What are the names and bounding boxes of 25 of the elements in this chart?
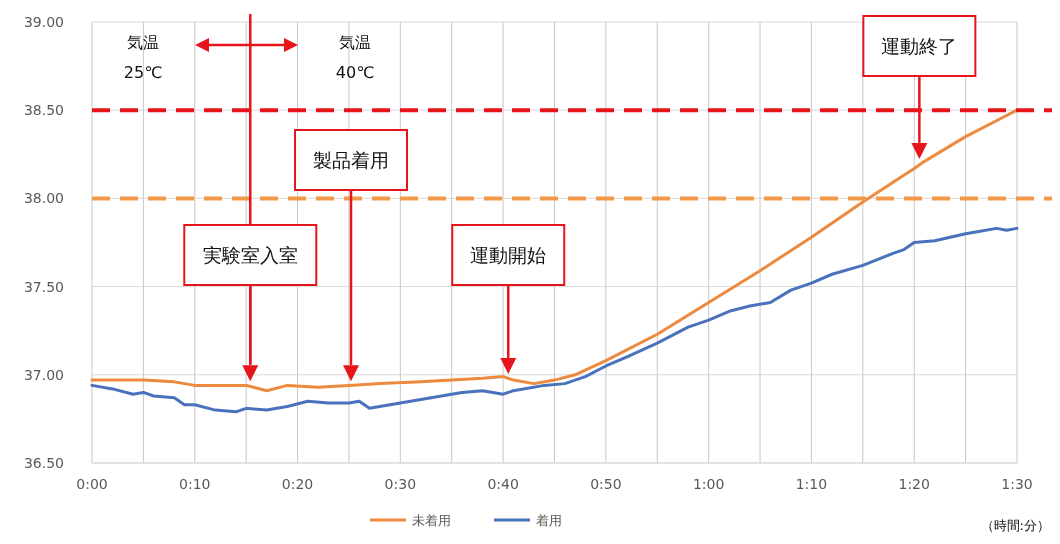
y-tick-label: 37.00 — [23, 366, 64, 383]
annotation: 運動終了 — [881, 35, 958, 57]
x-tick-label: 0:50 — [590, 476, 622, 492]
x-tick-label: 1:30 — [1001, 476, 1033, 492]
x-tick-label: 0:10 — [179, 476, 211, 492]
annotation: 運動開始 — [470, 244, 547, 266]
x-tick-label: 0:00 — [76, 476, 108, 492]
x-tick-label: 1:00 — [692, 476, 725, 492]
y-tick-label: 39.00 — [23, 14, 64, 30]
y-tick-label: 36.50 — [23, 455, 64, 471]
x-tick-label: 1:20 — [898, 476, 930, 492]
annotation: 気温 40℃ — [335, 33, 375, 82]
x-tick-label: 1:10 — [795, 476, 828, 492]
text: （時間:分） — [980, 518, 1050, 533]
annotation: 実験室入室 — [202, 244, 298, 266]
annotation: 製品着用 — [313, 149, 389, 171]
x-tick-label: 0:30 — [384, 476, 417, 492]
annotation: 気温 25℃ — [123, 33, 163, 82]
legend-label: 着用 — [536, 513, 562, 528]
y-tick-label: 38.00 — [23, 190, 64, 207]
legend-label: 未着用 — [412, 513, 451, 528]
y-tick-label: 37.50 — [23, 278, 64, 295]
y-tick-label: 38.50 — [23, 102, 64, 119]
x-tick-label: 0:20 — [281, 476, 314, 492]
x-tick-label: 0:40 — [487, 476, 519, 492]
